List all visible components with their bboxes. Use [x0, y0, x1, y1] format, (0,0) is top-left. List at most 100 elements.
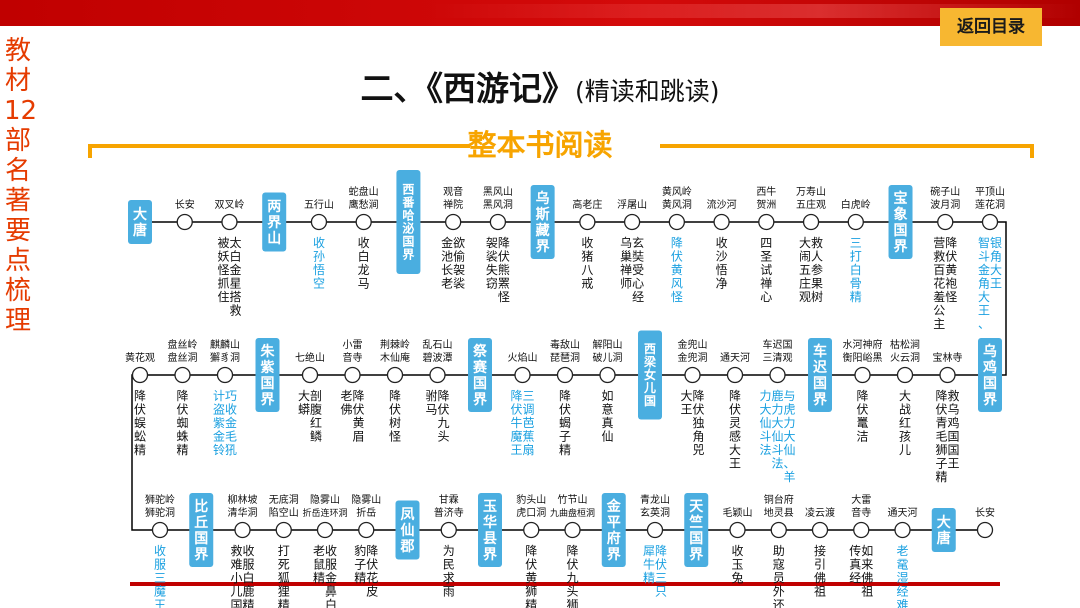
stop-place: 普济寺 — [434, 506, 464, 519]
stop-event-char: 五 — [799, 263, 811, 277]
stop-place: 碗子山 — [930, 185, 960, 198]
realm-label-char: 唐 — [937, 530, 951, 547]
stop-event-char: 红 — [310, 415, 322, 430]
stop-place: 解阳山 — [593, 338, 623, 351]
stop-event-char: 雨 — [443, 585, 455, 599]
stop-marker — [769, 366, 786, 384]
stop-event-char: 国 — [947, 443, 959, 457]
stop-marker — [854, 366, 871, 384]
realm-box — [638, 330, 662, 420]
realm-label-char: 鸡 — [982, 359, 997, 376]
stop-marker — [556, 366, 574, 384]
stop-event-char: 怪 — [217, 263, 229, 277]
stop-event-char: 大 — [729, 443, 741, 457]
realm-box — [189, 493, 214, 567]
stop-marker — [729, 521, 746, 539]
stop-event-char: 腹 — [310, 403, 322, 417]
realm-label-char: 界 — [689, 547, 704, 563]
realm-box — [395, 500, 420, 560]
title-main: 二、《西游记》 — [360, 69, 575, 108]
stop-event-char: 伏 — [692, 403, 704, 417]
stop-event-char: 蝎 — [559, 416, 571, 430]
stop-event-char: 伏 — [525, 558, 537, 572]
stop-event-char: 大 — [783, 430, 795, 444]
stop-event-char: 花 — [366, 570, 378, 585]
stop-event-char: 黄 — [945, 263, 957, 277]
stop-event-char: 鼻 — [325, 584, 337, 599]
stop-event-char: 太 — [229, 235, 241, 250]
stop-event-char: 金 — [229, 262, 241, 277]
stop-event-char: 仙 — [783, 443, 795, 457]
stop-marker — [646, 521, 664, 539]
stop-marker — [981, 213, 999, 231]
realm-label-char: 山 — [267, 231, 281, 247]
stop-event-char: 精 — [313, 571, 325, 585]
stop-event-char: 红 — [899, 415, 911, 430]
stop-marker — [564, 521, 581, 539]
stop-marker — [355, 213, 372, 231]
realm-label-char: 金 — [606, 498, 622, 515]
stop-event-char: 毛 — [935, 430, 947, 444]
stop-place: 流沙河 — [707, 198, 737, 211]
stop-event-char: 引 — [814, 558, 826, 572]
stop-event-char: 狐 — [278, 571, 290, 585]
stop-event-char: 降 — [510, 389, 522, 403]
realm-label-char: 玉 — [483, 499, 497, 515]
realm-box — [255, 338, 280, 412]
realm-label-char: 府 — [607, 530, 621, 547]
stop-place: 平顶山 — [975, 186, 1005, 198]
stop-marker — [684, 366, 701, 384]
stop-event-char: 心 — [632, 277, 644, 291]
stop-event-char: 来 — [861, 558, 873, 572]
stop-event-char: 闹 — [799, 250, 811, 264]
stop-event-char: 树 — [389, 415, 401, 430]
stop-event-char: 金 — [225, 415, 237, 430]
stop-event-char: 果 — [811, 277, 823, 291]
stop-event-char: 寇 — [773, 557, 785, 572]
back-to-contents-button[interactable]: 返回目录 — [940, 8, 1042, 46]
stop-place: 浮屠山 — [617, 199, 647, 211]
stop-event-char: 传 — [849, 543, 861, 558]
stop-place: 长安 — [975, 506, 995, 519]
stop-place: 双叉岭 — [214, 198, 244, 211]
stop-event-char: 魔 — [154, 584, 166, 599]
stop-event-char: 受 — [632, 263, 644, 277]
stop-event-char: 试 — [760, 262, 772, 277]
stop-marker — [770, 521, 787, 539]
stop-event-char: 降 — [366, 544, 378, 558]
stop-event-char: 法 — [759, 443, 771, 457]
stop-event-char: 心 — [760, 290, 772, 304]
stop-event-char: 黄 — [671, 263, 683, 277]
stop-place: 麒麟山 — [210, 338, 240, 351]
stop-marker — [131, 366, 149, 384]
stop-place: 黄风岭 — [662, 185, 692, 198]
stop-event: 传真经 — [849, 543, 861, 585]
stop-place: 五行山 — [304, 198, 334, 211]
stop-place: 禅院 — [443, 198, 463, 211]
stop-event-char: 服 — [325, 558, 337, 572]
stop-place: 五庄观 — [796, 198, 826, 211]
stop-event-char: 法 — [771, 457, 783, 471]
title-sub: (精读和跳读) — [574, 77, 720, 106]
stop-event-char: 四 — [760, 236, 772, 250]
stop-event-char: 袍 — [945, 276, 957, 291]
stop-event-char: 池 — [441, 250, 453, 264]
stop-event-char: 救 — [229, 303, 241, 318]
stop-event-char: 王 — [154, 598, 166, 608]
realm-label-char: 比 — [194, 498, 208, 515]
